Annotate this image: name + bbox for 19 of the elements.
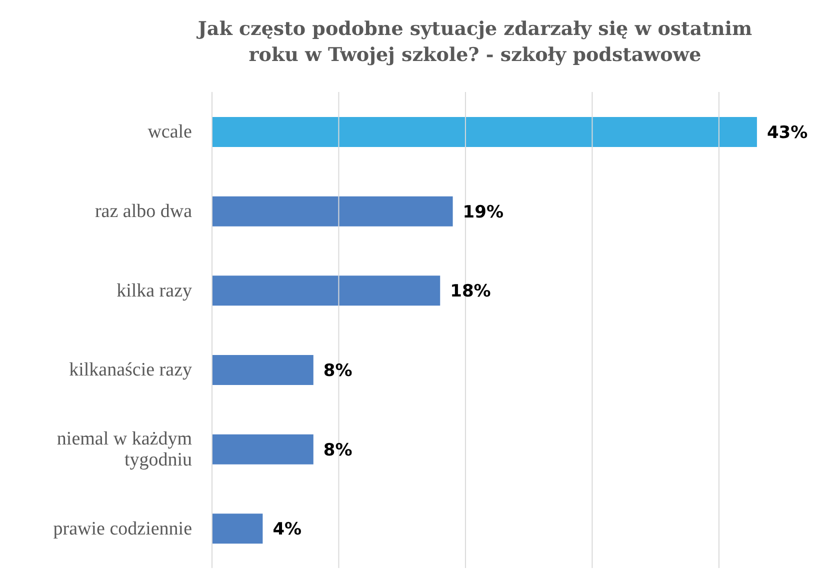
y-tick-label: raz albo dwa [94, 200, 193, 222]
bar [212, 355, 314, 385]
data-label: 18% [450, 282, 491, 302]
y-tick-label: wcale [148, 121, 192, 142]
bar [212, 276, 440, 306]
bar [212, 434, 314, 464]
y-tick-label: prawie codziennie [53, 518, 192, 539]
bar [212, 117, 757, 147]
bar [212, 196, 453, 226]
y-tick-label: kilkanaście razy [69, 359, 192, 380]
y-tick-label: niemal w każdym tygodniu [56, 428, 192, 470]
y-tick-label: kilka razy [116, 280, 192, 301]
data-label: 8% [323, 440, 352, 460]
data-label: 4% [272, 520, 302, 540]
data-label: 8% [323, 361, 352, 382]
chart-title: Jak często podobne sytuacje zdarzały się w ostatnim roku w Twojej szkole? - szkoły podstawowe [196, 17, 754, 68]
data-label: 43% [766, 123, 808, 144]
data-label: 19% [462, 202, 504, 222]
bar [212, 514, 263, 544]
